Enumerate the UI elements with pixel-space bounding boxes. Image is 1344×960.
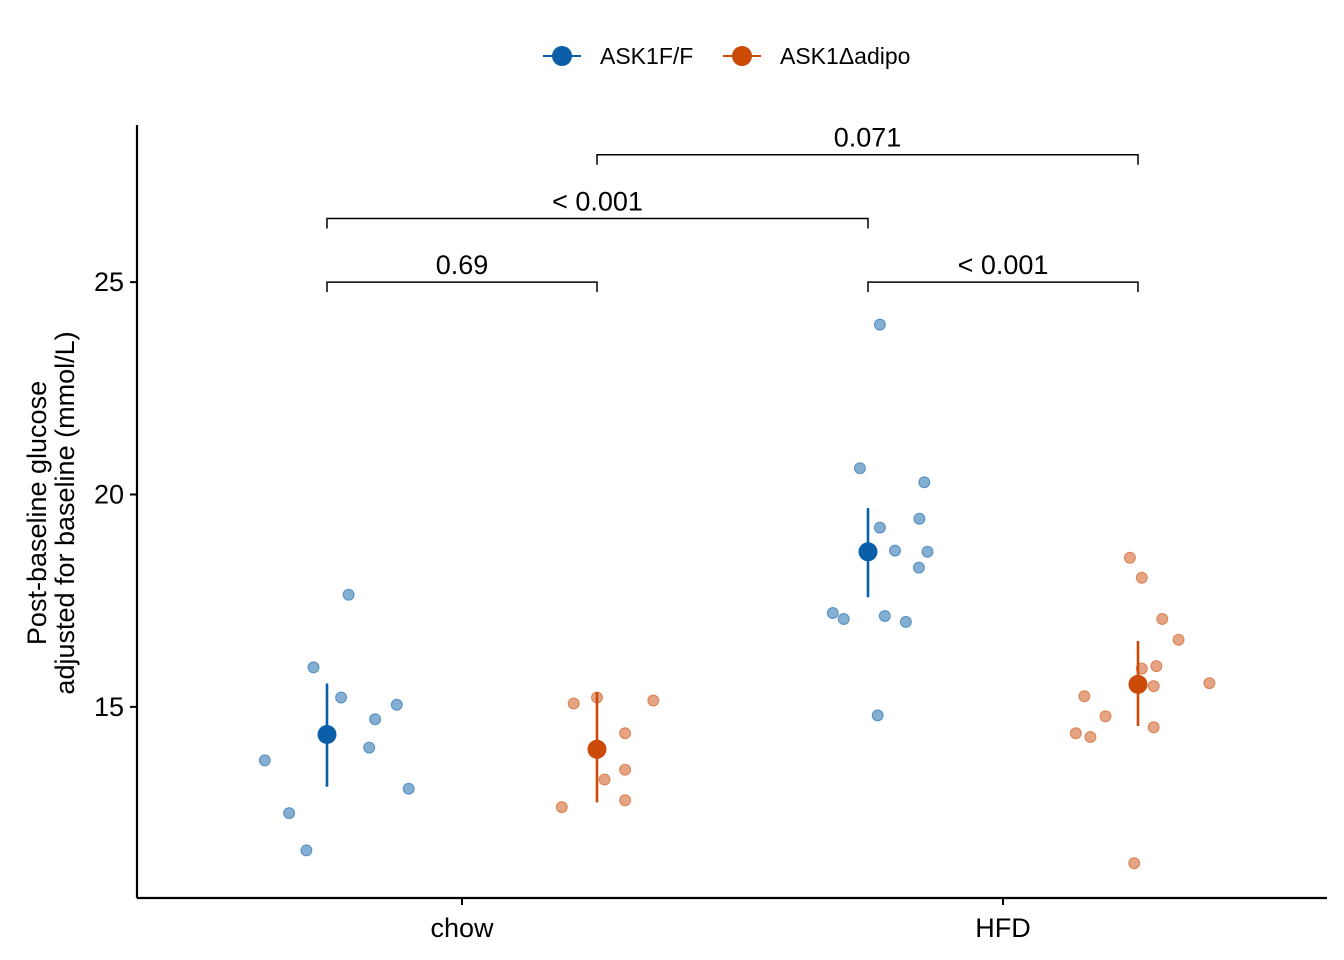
data-point xyxy=(619,763,632,776)
comparison-bracket xyxy=(326,217,869,229)
data-point xyxy=(873,521,886,534)
y-tick-label: 25 xyxy=(94,267,124,297)
data-point xyxy=(335,691,348,704)
data-point xyxy=(826,607,839,619)
data-point xyxy=(918,476,931,489)
data-point xyxy=(363,741,376,754)
data-point xyxy=(1147,721,1160,734)
y-tick-label: 15 xyxy=(94,692,124,722)
data-point xyxy=(1069,727,1082,740)
data-point xyxy=(921,545,934,558)
data-point xyxy=(873,318,886,331)
legend-label: ASK1F/F xyxy=(600,43,693,69)
data-point xyxy=(899,615,912,628)
data-point xyxy=(871,709,884,722)
data-point xyxy=(1147,680,1160,693)
y-axis-title-line-2: adjusted for baseline (mmol/L) xyxy=(50,331,80,694)
data-point xyxy=(853,462,866,475)
data-point xyxy=(402,782,415,795)
y-axis-title: Post-baseline glucose adjusted for basel… xyxy=(22,331,80,694)
axes: 15 20 25 chow HFD xyxy=(94,125,1327,943)
x-tick-label: chow xyxy=(430,913,494,943)
y-tick-label: 20 xyxy=(94,480,124,510)
comparison-bracket xyxy=(867,281,1139,293)
data-point xyxy=(1099,710,1112,723)
data-point xyxy=(913,512,926,525)
mean-point xyxy=(1128,674,1148,694)
data-point xyxy=(598,773,611,786)
comparison-brackets: 0.69 < 0.001 < 0.001 0.071 xyxy=(326,123,1139,293)
data-point xyxy=(1172,633,1185,646)
data-point xyxy=(912,561,925,574)
mean-point xyxy=(858,542,878,562)
mean-point xyxy=(587,739,607,759)
data-point xyxy=(342,588,355,601)
data-point xyxy=(300,844,313,857)
mean-point xyxy=(317,725,337,744)
data-point xyxy=(619,727,632,740)
data-point xyxy=(1084,731,1097,743)
data-point xyxy=(1078,690,1091,703)
data-point xyxy=(1128,857,1141,870)
data-point xyxy=(1203,677,1216,690)
data-point xyxy=(1156,613,1169,625)
comparison-bracket xyxy=(326,281,598,293)
p-value-label: 0.071 xyxy=(834,123,902,153)
data-point xyxy=(555,801,568,814)
data-point xyxy=(390,698,403,711)
data-point xyxy=(307,661,320,674)
data-point xyxy=(1135,571,1148,584)
legend-label: ASK1Δadipo xyxy=(780,43,910,69)
individual-points xyxy=(258,318,1216,870)
x-tick-label: HFD xyxy=(975,913,1031,943)
data-point xyxy=(369,713,382,726)
comparison-bracket xyxy=(596,153,1139,165)
data-point xyxy=(1123,551,1136,564)
p-value-label: 0.69 xyxy=(436,250,489,280)
y-axis-title-line-1: Post-baseline glucose xyxy=(22,381,52,645)
data-point xyxy=(889,544,901,557)
group-summaries xyxy=(317,508,1148,803)
data-point xyxy=(619,794,632,807)
data-point xyxy=(878,610,891,622)
legend-key-point xyxy=(552,46,572,66)
data-point xyxy=(647,694,660,707)
data-point xyxy=(567,697,580,710)
data-point xyxy=(258,754,271,767)
data-point xyxy=(837,613,850,625)
legend: ASK1F/F ASK1Δadipo xyxy=(543,43,910,69)
p-value-label: < 0.001 xyxy=(958,250,1049,280)
data-point xyxy=(283,807,296,820)
legend-key-point xyxy=(732,46,752,66)
data-point xyxy=(1150,660,1163,673)
p-value-label: < 0.001 xyxy=(552,186,643,216)
